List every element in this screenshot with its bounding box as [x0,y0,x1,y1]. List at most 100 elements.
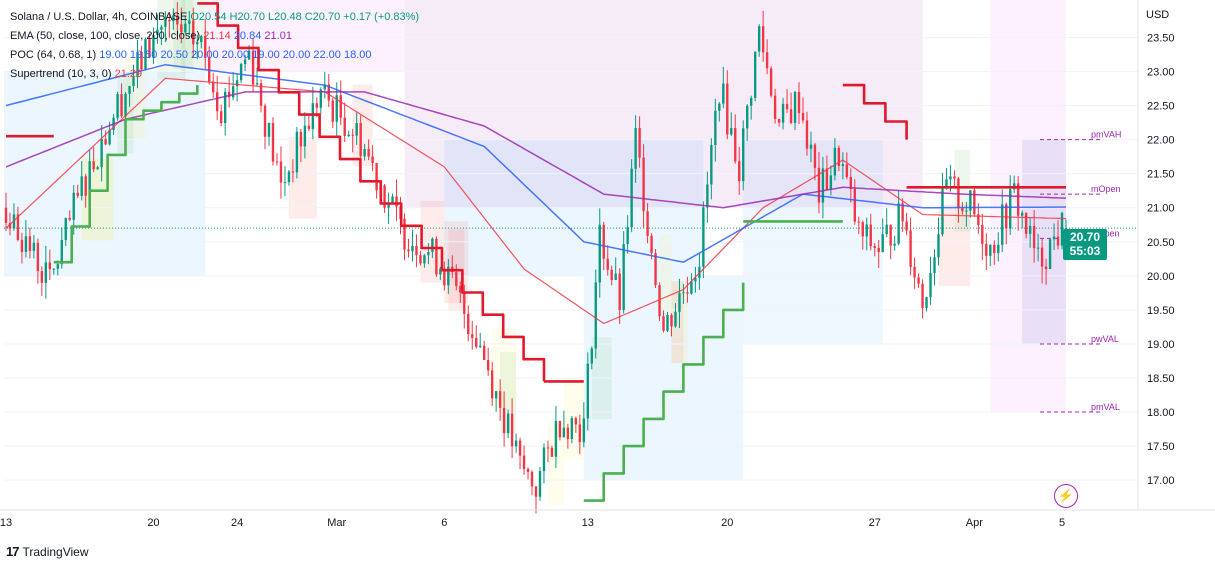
candle-body [486,360,490,371]
candle-body [634,128,637,169]
ema50-value: 21.14 [203,30,231,42]
poc-row[interactable]: POC (64, 0.68, 1) 19.00 19.50 20.50 20.0… [10,46,419,65]
candle-body [893,243,896,246]
candle-body [1016,183,1020,216]
currency-label: USD [1146,9,1170,21]
candle-body [152,34,155,58]
candle-body [574,418,578,425]
candle-body [1009,189,1012,229]
candle-body [889,224,892,246]
candle-body [913,266,916,278]
x-tick-label: Mar [327,517,346,529]
candle-body [375,162,378,191]
candle-body [455,272,458,286]
poc-values: 19.00 19.50 20.50 20.00 20.00 19.00 20.0… [99,49,372,61]
current-price: 20.70 [1069,230,1101,244]
supertrend-segment [125,85,199,121]
candle-body [144,39,147,70]
candle-body [797,91,801,114]
x-tick-label: 13 [0,517,12,529]
ema-row[interactable]: EMA (50, close, 100, close, 200, close) … [10,27,419,46]
candle-body [212,81,215,93]
candle-body [622,244,625,310]
candle-body [359,123,362,157]
candle-body [108,130,111,145]
candle-body [443,268,446,286]
candle-body [1028,225,1032,234]
y-tick-label: 20.00 [1147,271,1175,283]
candle-body [853,188,856,222]
candle-body [877,247,880,252]
candle-body [431,238,434,253]
candle-body [459,285,462,293]
candle-body [977,214,980,225]
candle-body [769,68,773,96]
candle-body [482,345,486,361]
candle-body [833,147,837,176]
candle-body [1001,204,1004,245]
candle-body [227,91,231,98]
candle-body [674,311,677,327]
candle-body [371,156,374,163]
candle-body [299,131,303,147]
tradingview-logo[interactable]: 17 TradingView [6,544,89,559]
shaded-zone [181,0,194,73]
symbol-row[interactable]: Solana / U.S. Dollar, 4h, COINBASE O20.5… [10,8,419,27]
candle-body [387,204,390,208]
level-label: pmVAL [1091,402,1120,412]
candle-body [4,207,8,223]
candle-body [650,235,653,254]
candle-body [351,134,354,136]
candle-body [817,167,821,203]
candle-body [666,314,669,331]
candle-body [738,161,741,182]
candle-body [395,196,398,207]
candle-body [271,123,275,162]
y-tick-label: 18.50 [1147,373,1175,385]
candle-body [132,77,135,87]
candle-body [718,103,721,111]
candle-body [391,196,394,205]
y-tick-label: 18.00 [1147,407,1175,419]
candle-body [100,139,103,168]
candle-body [498,391,502,408]
candle-body [662,316,665,331]
ema-lines [5,63,1067,325]
supertrend-row[interactable]: Supertrend (10, 3, 0) 21.29 [10,65,419,84]
candle-body [682,292,685,294]
y-tick-label: 22.50 [1147,101,1175,113]
candle-body [658,285,661,317]
candle-body [303,125,307,147]
candle-body [20,239,24,252]
candle-body [1040,247,1044,267]
candle-body [546,447,550,449]
candle-body [76,192,79,196]
lightning-icon[interactable]: ⚡ [1054,484,1078,508]
candle-body [570,418,574,439]
candle-body [427,252,430,256]
candle-body [793,91,797,123]
supertrend-segment [583,282,745,502]
candle-body [885,224,888,235]
candle-body [88,161,91,196]
candle-body [578,424,582,443]
candle-body [730,128,733,135]
candle-body [1024,212,1028,234]
candle-body [140,51,143,70]
candle-body [419,255,422,264]
candle-body [929,273,932,298]
candle-body [479,345,482,347]
candle-body [678,293,681,312]
level-label: pwVAL [1091,334,1119,344]
candle-body [239,64,243,81]
candle-body [849,177,853,189]
candle-body [200,35,203,43]
candle-body [407,249,410,252]
poc-label: POC (64, 0.68, 1) [10,49,97,61]
ema200-line [5,91,1067,209]
candle-body [694,277,697,282]
candle-body [969,190,972,211]
candle-body [84,176,87,196]
candle-body [28,236,32,251]
